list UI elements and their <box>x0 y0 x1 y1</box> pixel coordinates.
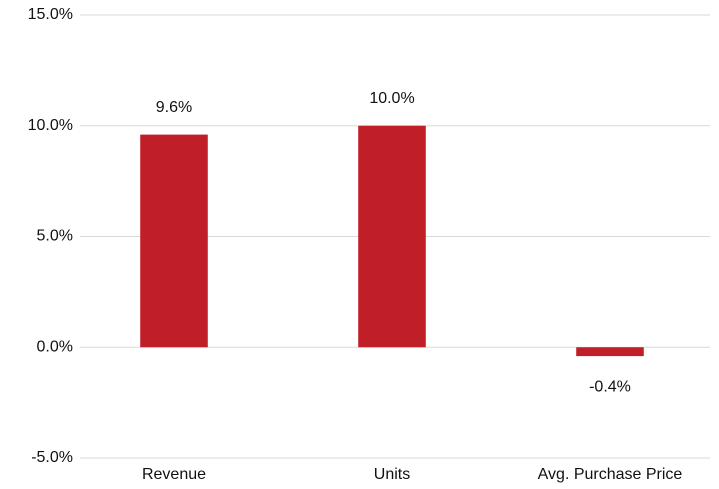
y-tick-label: 0.0% <box>37 338 73 355</box>
bar <box>576 347 644 357</box>
data-label: -0.4% <box>589 378 631 395</box>
data-label: 10.0% <box>369 90 414 107</box>
y-tick-label: 15.0% <box>28 6 73 23</box>
y-tick-label: -5.0% <box>31 449 73 466</box>
x-tick-label: Avg. Purchase Price <box>538 466 683 483</box>
x-tick-label: Revenue <box>142 466 206 483</box>
y-tick-label: 5.0% <box>37 228 73 245</box>
x-tick-label: Units <box>374 466 410 483</box>
data-label: 9.6% <box>156 99 192 116</box>
bar <box>140 134 208 348</box>
y-tick-label: 10.0% <box>28 117 73 134</box>
bar <box>358 125 426 348</box>
